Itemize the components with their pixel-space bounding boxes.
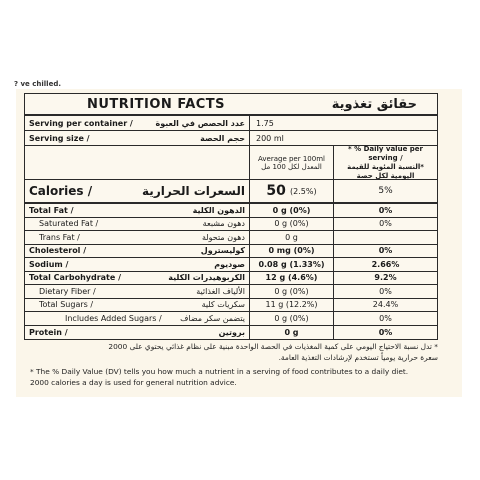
serving-size-row: Serving size / حجم الحصة 200 ml <box>25 131 437 146</box>
nutrient-label-en: Protein / <box>29 327 68 337</box>
nutrient-dv: 0% <box>379 286 392 296</box>
nutrient-dv: 0% <box>378 205 393 215</box>
dv-header-ar: *النسبة المئوية للقيمة اليومية لكل حصة <box>347 162 424 180</box>
nutrient-row: Total Sugars / سكريات كلية 11 g (12.2%) 24.… <box>25 298 437 312</box>
title-ar: حقائق تغذوية <box>331 96 417 112</box>
serving-container-ar: عدد الحصص في العبوة <box>155 118 245 128</box>
nutrient-value: 0 g <box>284 327 299 337</box>
column-header-row: Average per 100ml المعدل لكل 100 مل * % … <box>25 144 437 180</box>
nutrient-label-ar: صوديوم <box>214 259 245 269</box>
nutrient-row: Total Carbohydrate / الكربوهيدرات الكلية 1… <box>25 271 437 285</box>
nutrient-label-en: Saturated Fat / <box>39 219 99 229</box>
nutrient-value: 0 g (0%) <box>272 205 311 215</box>
nutrient-label-ar: سكريات كلية <box>201 300 245 310</box>
calories-en: Calories / <box>29 184 93 198</box>
footer-ar-line1: * تدل نسبة الاحتياج اليومي على كمية المغ… <box>108 342 438 351</box>
nutrient-row: Saturated Fat / دهون مشبعة 0 g (0%) 0% <box>25 217 437 231</box>
nutrient-label-ar: بروتين <box>218 327 245 337</box>
nutrient-label-ar: كوليسترول <box>200 246 245 256</box>
serving-container-row: Serving per container / عدد الحصص في الع… <box>25 116 437 131</box>
nutrient-label-en: Cholesterol / <box>29 246 87 256</box>
nutrient-value: 0 g (0%) <box>274 286 309 296</box>
nutrient-label-en: Dietary Fiber / <box>39 286 96 296</box>
nutrient-value: 11 g (12.2%) <box>265 300 318 310</box>
nutrient-label-en: Sodium / <box>29 259 69 269</box>
nutrient-row: Protein / بروتين 0 g 0% <box>25 325 437 339</box>
nutrient-label-ar: دهون متحولة <box>201 232 245 242</box>
nutrient-label-en: Trans Fat / <box>39 232 80 242</box>
nutrient-dv: 0% <box>379 313 392 323</box>
avg-header-en: Average per 100ml <box>258 154 325 163</box>
serving-size-en: Serving size / <box>29 133 90 143</box>
nutrient-row: Cholesterol / كوليسترول 0 mg (0%) 0% <box>25 244 437 258</box>
nutrient-value: 12 g (4.6%) <box>265 273 318 283</box>
footer-en-line2: 2000 calories a day is used for general … <box>30 378 237 387</box>
avg-header-ar: المعدل لكل 100 مل <box>261 162 322 171</box>
title-row: NUTRITION FACTS حقائق تغذوية <box>25 94 437 116</box>
nutrient-label-ar: الدهون الكلية <box>192 205 245 215</box>
nutrient-dv: 2.66% <box>371 259 400 269</box>
nutrient-value: 0 g (0%) <box>274 219 309 229</box>
nutrient-value: 0 mg (0%) <box>268 246 315 256</box>
nutrient-label-en: Total Fat / <box>29 205 74 215</box>
nutrient-row: Dietary Fiber / الألياف الغذائية 0 g (0%) 0… <box>25 285 437 299</box>
dv-header-en: * % Daily value per serving / <box>348 144 423 162</box>
nutrient-value: 0 g <box>285 232 298 242</box>
calories-ar: السعرات الحرارية <box>142 184 245 198</box>
footer-en-line1: * The % Daily Value (DV) tells you how m… <box>30 367 409 376</box>
nutrient-value: 0.08 g (1.33%) <box>258 259 325 269</box>
nutrient-label-en: Total Sugars / <box>39 300 94 310</box>
nutrient-label-ar: الألياف الغذائية <box>196 286 245 296</box>
nutrient-label-ar: الكربوهيدرات الكلية <box>168 273 245 283</box>
serving-container-value: 1.75 <box>256 118 274 128</box>
calories-dv: 5% <box>378 186 393 196</box>
calories-row: Calories / السعرات الحرارية 50 (2.5%) 5% <box>25 180 437 204</box>
nutrient-row: Trans Fat / دهون متحولة 0 g <box>25 231 437 245</box>
nutrient-label-en: Total Carbohydrate / <box>29 273 122 283</box>
serving-size-value: 200 ml <box>256 133 284 143</box>
nutrient-dv: 0% <box>378 327 393 337</box>
nutrient-row: Sodium / صوديوم 0.08 g (1.33%) 2.66% <box>25 258 437 272</box>
calories-value: 50 <box>266 183 286 199</box>
serving-size-ar: حجم الحصة <box>200 133 245 143</box>
calories-pct: (2.5%) <box>290 186 317 196</box>
nutrition-facts-table: NUTRITION FACTS حقائق تغذوية Serving per… <box>24 93 438 340</box>
top-note: ? ve chilled. <box>14 80 61 88</box>
nutrient-value: 0 g (0%) <box>274 313 309 323</box>
nutrient-dv: 24.4% <box>372 300 399 310</box>
nutrient-row: Total Fat / الدهون الكلية 0 g (0%) 0% <box>25 204 437 218</box>
footer-notes: * تدل نسبة الاحتياج اليومي على كمية المغ… <box>30 341 438 388</box>
nutrient-rows: Total Fat / الدهون الكلية 0 g (0%) 0% Satura… <box>25 204 437 339</box>
nutrient-dv: 0% <box>378 246 393 256</box>
nutrient-dv: 0% <box>379 219 392 229</box>
serving-container-en: Serving per container / <box>29 118 133 128</box>
nutrient-label-ar: دهون مشبعة <box>202 219 245 229</box>
nutrient-row: Includes Added Sugars / يتضمن سكر مضاف 0 g… <box>25 312 437 326</box>
nutrient-dv: 9.2% <box>374 273 397 283</box>
title-en: NUTRITION FACTS <box>87 96 226 112</box>
nutrient-label-ar: يتضمن سكر مضاف <box>180 313 245 323</box>
footer-ar-line2: سعرة حرارية يومياً تستخدم لإرشادات التغذ… <box>278 353 438 362</box>
nutrient-label-en: Includes Added Sugars / <box>65 313 162 323</box>
